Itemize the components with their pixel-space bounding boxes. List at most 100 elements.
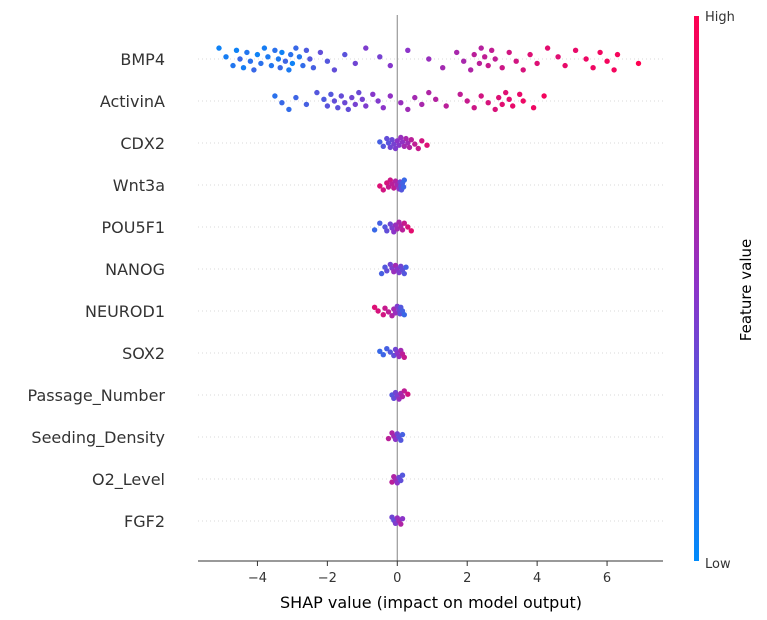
feature-label: CDX2 <box>120 134 165 153</box>
shap-point <box>244 49 250 56</box>
shap-point <box>385 435 392 442</box>
shap-point <box>375 308 381 314</box>
shap-point <box>261 45 268 51</box>
colorbar-high-label: High <box>705 10 735 25</box>
feature-label: NANOG <box>105 260 165 279</box>
shap-point <box>380 143 386 149</box>
shap-point <box>614 51 621 58</box>
shap-point <box>286 67 292 73</box>
shap-point <box>265 54 271 60</box>
shap-point <box>380 105 386 111</box>
feature-label: Seeding_Density <box>31 428 165 448</box>
shap-point <box>399 139 406 145</box>
shap-point <box>590 65 596 71</box>
shap-point <box>398 134 404 141</box>
shap-point <box>375 98 381 104</box>
shap-point <box>401 270 407 277</box>
shap-point <box>408 137 414 143</box>
shap-point <box>398 437 404 443</box>
shap-point <box>419 101 425 108</box>
shap-point <box>380 312 386 318</box>
shap-point <box>268 62 275 69</box>
shap-point <box>331 98 338 104</box>
shap-point <box>506 96 512 103</box>
shap-point <box>433 96 439 103</box>
shap-point <box>597 49 603 56</box>
shap-point <box>385 309 392 315</box>
shap-point <box>562 62 568 69</box>
shap-point <box>230 62 236 69</box>
shap-point <box>237 56 243 62</box>
feature-label: FGF2 <box>124 512 165 531</box>
shap-point <box>345 106 351 113</box>
shap-point <box>387 144 393 151</box>
shap-point <box>380 352 386 358</box>
shap-point <box>223 54 229 60</box>
shap-point <box>296 54 303 60</box>
x-tick-label: −4 <box>248 571 267 586</box>
shap-point <box>478 45 484 51</box>
shap-point <box>396 142 402 148</box>
shap-point <box>415 145 421 152</box>
shap-point <box>385 184 392 190</box>
shap-point <box>398 477 404 484</box>
shap-point <box>482 54 488 60</box>
shap-point <box>492 56 498 62</box>
shap-point <box>611 67 617 73</box>
shap-point <box>293 45 299 51</box>
shap-point <box>517 91 523 98</box>
x-tick-label: −2 <box>318 571 337 586</box>
shap-point <box>399 516 406 522</box>
shap-point <box>464 98 470 104</box>
shap-point <box>489 47 495 53</box>
shap-point <box>403 135 409 142</box>
shap-point <box>399 472 406 478</box>
shap-point <box>398 100 404 106</box>
shap-point <box>303 101 310 108</box>
shap-point <box>324 103 331 109</box>
shap-point <box>384 228 390 234</box>
x-tick-label: 0 <box>393 571 401 586</box>
shap-point <box>314 89 320 96</box>
colorbar-title: Feature value <box>737 239 755 341</box>
shap-point <box>405 47 411 53</box>
shap-point <box>279 100 285 106</box>
shap-point <box>277 65 283 71</box>
feature-label: O2_Level <box>92 470 165 490</box>
colorbar <box>694 16 699 561</box>
shap-point <box>604 58 610 64</box>
colorbar-low-label: Low <box>705 557 731 572</box>
shap-point <box>384 346 390 352</box>
shap-point <box>520 67 526 73</box>
shap-point <box>555 54 561 60</box>
shap-point <box>258 60 264 67</box>
shap-point <box>385 140 392 146</box>
shap-point <box>275 56 282 62</box>
shap-point <box>286 106 292 113</box>
shap-point <box>401 354 407 360</box>
shap-point <box>398 521 404 527</box>
shap-point <box>371 227 378 233</box>
shap-point <box>513 58 519 64</box>
shap-point <box>392 145 399 152</box>
feature-label: Wnt3a <box>113 176 165 195</box>
shap-point <box>471 105 477 111</box>
shap-point <box>476 60 483 67</box>
shap-point <box>288 51 294 58</box>
shap-point <box>405 106 411 113</box>
shap-point <box>371 304 378 310</box>
feature-label: POU5F1 <box>101 218 165 237</box>
shap-point <box>499 65 505 71</box>
shap-point <box>363 103 369 109</box>
shap-point <box>399 227 406 233</box>
shap-point <box>583 56 589 62</box>
shap-point <box>485 100 491 106</box>
shap-point <box>300 62 306 69</box>
shap-point <box>342 100 348 106</box>
shap-point <box>387 349 393 355</box>
shap-point <box>356 89 362 96</box>
shap-point <box>321 96 327 103</box>
shap-point <box>370 91 376 98</box>
shap-point <box>408 228 414 234</box>
shap-point <box>401 220 407 226</box>
